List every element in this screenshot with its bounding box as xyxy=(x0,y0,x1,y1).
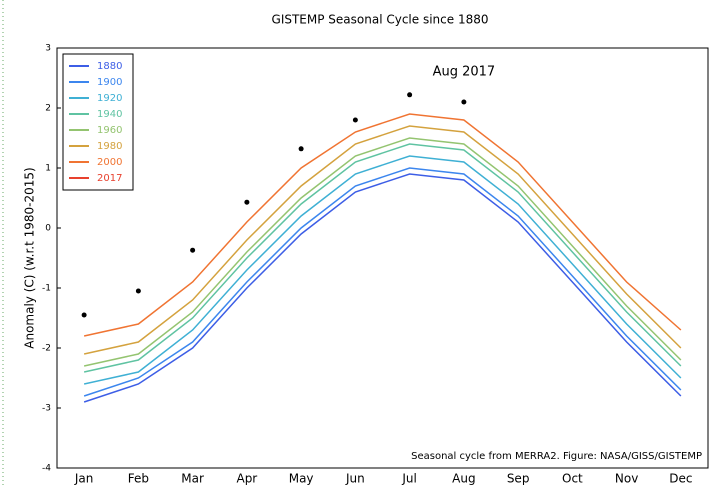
x-tick-label: Sep xyxy=(507,472,530,486)
legend-label: 1880 xyxy=(97,61,122,72)
series-line xyxy=(83,155,682,385)
annotation: Aug 2017 xyxy=(433,65,496,80)
legend-box xyxy=(62,53,134,191)
data-point xyxy=(190,247,196,253)
plot-frame xyxy=(56,47,709,469)
y-tick-label: 3 xyxy=(45,44,51,54)
data-point xyxy=(461,99,467,105)
legend-label: 2000 xyxy=(97,157,122,168)
legend-label: 1940 xyxy=(97,109,122,120)
x-tick-label: Jun xyxy=(345,472,365,486)
x-tick-label: Apr xyxy=(236,472,257,486)
data-point xyxy=(298,146,304,152)
x-tick-label: May xyxy=(289,472,314,486)
y-tick-label: -1 xyxy=(42,284,51,294)
legend-label: 2017 xyxy=(97,173,122,184)
y-tick-label: 1 xyxy=(45,164,51,174)
note: Seasonal cycle from MERRA2. Figure: NASA… xyxy=(411,451,702,462)
series-line xyxy=(83,125,682,355)
x-tick-label: Aug xyxy=(452,472,475,486)
series-line xyxy=(83,113,682,337)
data-point xyxy=(244,199,250,205)
legend-label: 1900 xyxy=(97,77,122,88)
y-tick-label: -2 xyxy=(42,344,51,354)
y-tick-label: -3 xyxy=(42,404,51,414)
series-line xyxy=(83,173,682,403)
chart-title: GISTEMP Seasonal Cycle since 1880 xyxy=(272,13,489,27)
legend-label: 1960 xyxy=(97,125,122,136)
data-point xyxy=(407,92,413,98)
y-axis-label: Anomaly (C) (w.r.t 1980-2015) xyxy=(23,167,37,348)
x-tick-label: Jan xyxy=(74,472,94,486)
legend-label: 1920 xyxy=(97,93,122,104)
x-tick-label: Feb xyxy=(128,472,149,486)
x-tick-label: Oct xyxy=(562,472,583,486)
x-tick-label: Jul xyxy=(401,472,416,486)
x-tick-label: Nov xyxy=(615,472,638,486)
y-tick-label: 0 xyxy=(45,224,51,234)
x-tick-label: Mar xyxy=(181,472,204,486)
data-point xyxy=(81,312,87,318)
series-line xyxy=(83,167,682,397)
data-point xyxy=(135,288,141,294)
data-point xyxy=(352,117,358,123)
y-tick-label: 2 xyxy=(45,104,51,114)
x-tick-label: Dec xyxy=(669,472,692,486)
legend-label: 1980 xyxy=(97,141,122,152)
y-tick-label: -4 xyxy=(42,464,51,474)
series-line xyxy=(83,143,682,373)
series-line xyxy=(83,137,682,367)
